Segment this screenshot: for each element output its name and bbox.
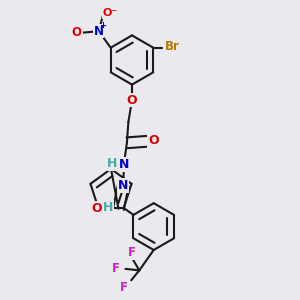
Text: O: O [127,94,137,107]
Text: F: F [112,262,120,275]
Text: N: N [119,158,129,171]
Text: O⁻: O⁻ [103,8,118,18]
Text: O: O [72,26,82,39]
Text: H: H [103,201,113,214]
Text: Br: Br [165,40,180,53]
Text: +: + [99,21,106,30]
Text: O: O [148,134,159,147]
Text: N: N [118,179,128,192]
Text: O: O [91,202,102,215]
Text: H: H [107,157,118,170]
Text: F: F [128,246,136,259]
Text: F: F [120,281,128,294]
Text: N: N [94,25,104,38]
